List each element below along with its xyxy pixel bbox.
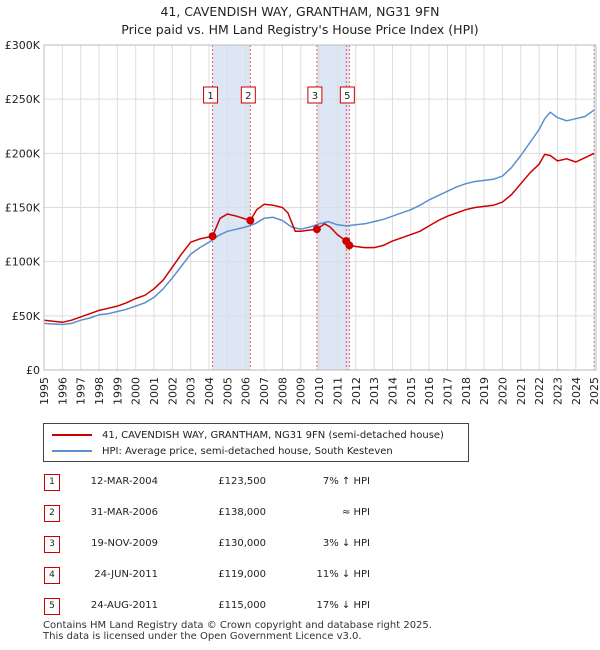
sale-price: £130,000 [218, 538, 266, 549]
sale-hpi-comparison: 3% ↓ HPI [322, 538, 370, 549]
y-tick-label: £150K [5, 202, 41, 215]
sale-marker-5 [345, 241, 354, 250]
legend-label-hpi: HPI: Average price, semi-detached house,… [102, 445, 393, 457]
x-tick-label: 2024 [570, 377, 583, 405]
sale-box-3 [307, 86, 323, 104]
legend-item-hpi: HPI: Average price, semi-detached house,… [52, 443, 393, 459]
x-tick-label: 2001 [148, 377, 161, 405]
x-tick-label: 2015 [405, 377, 418, 405]
sale-box-label: 5 [344, 91, 350, 102]
y-tick-label: £100K [5, 256, 41, 269]
y-tick-label: £200K [5, 147, 41, 160]
sale-number-badge: 4 [44, 567, 60, 584]
sale-box-1 [203, 86, 219, 104]
sale-box-5 [339, 86, 355, 104]
x-tick-label: 2008 [276, 377, 289, 405]
x-tick-label: 2007 [258, 377, 271, 405]
sale-row: 3 19-NOV-2009 £130,000 3% ↓ HPI [0, 534, 600, 556]
sale-date: 31-MAR-2006 [90, 507, 158, 518]
hpi-line [43, 109, 595, 326]
x-tick-label: 2005 [221, 377, 234, 405]
sale-hpi-comparison: ≈ HPI [341, 507, 370, 518]
sale-row: 4 24-JUN-2011 £119,000 11% ↓ HPI [0, 565, 600, 587]
sale-row: 1 12-MAR-2004 £123,500 7% ↑ HPI [0, 472, 600, 494]
x-tick-label: 2004 [203, 377, 216, 405]
plot-frame [43, 44, 597, 371]
sale-marker-3 [312, 225, 321, 234]
legend-label-property: 41, CAVENDISH WAY, GRANTHAM, NG31 9FN (s… [102, 429, 444, 441]
x-tick-label: 2011 [331, 377, 344, 405]
sale-row: 2 31-MAR-2006 £138,000 ≈ HPI [0, 503, 600, 525]
chart-title: 41, CAVENDISH WAY, GRANTHAM, NG31 9FN Pr… [0, 3, 600, 39]
property-price-line [43, 152, 595, 324]
sale-number-badge: 1 [44, 474, 60, 491]
x-tick-label: 2022 [533, 377, 546, 405]
x-tick-label: 2010 [313, 377, 326, 405]
sale-box-label: 2 [245, 91, 251, 102]
x-tick-label: 1997 [75, 377, 88, 405]
chart-legend: 41, CAVENDISH WAY, GRANTHAM, NG31 9FN (s… [43, 423, 469, 462]
x-tick-label: 2012 [350, 377, 363, 405]
x-tick-label: 1995 [38, 377, 51, 405]
x-tick-label: 2003 [185, 377, 198, 405]
x-tick-label: 2020 [496, 377, 509, 405]
sale-date: 19-NOV-2009 [91, 538, 158, 549]
sale-price: £119,000 [218, 569, 266, 580]
x-tick-label: 2000 [130, 377, 143, 405]
x-tick-label: 2021 [515, 377, 528, 405]
x-tick-label: 2023 [551, 377, 564, 405]
x-tick-label: 2006 [240, 377, 253, 405]
x-tick-label: 2019 [478, 377, 491, 405]
x-tick-label: 1999 [111, 377, 124, 405]
sale-price: £138,000 [218, 507, 266, 518]
sale-date: 24-AUG-2011 [90, 600, 158, 611]
legend-swatch-hpi [52, 450, 92, 452]
x-tick-label: 1998 [93, 377, 106, 405]
x-tick-label: 2025 [588, 377, 600, 405]
price-chart: 1 2 3 5 £0 £50K £100K £150K £200K £250K £300K 1995… [5, 39, 600, 405]
y-tick-label: £50K [12, 310, 41, 323]
title-line-2: Price paid vs. HM Land Registry's House … [121, 22, 479, 37]
footer-attribution: Contains HM Land Registry data © Crown c… [43, 620, 432, 642]
x-tick-label: 2009 [295, 377, 308, 405]
sale-box-label: 1 [207, 91, 213, 102]
y-tick-label: £0 [26, 364, 40, 377]
sale-hpi-comparison: 17% ↓ HPI [316, 600, 370, 611]
legend-swatch-property [52, 434, 92, 436]
sale-marker-2 [246, 216, 255, 225]
sale-price: £115,000 [218, 600, 266, 611]
y-tick-label: £250K [5, 93, 41, 106]
sale-price: £123,500 [218, 476, 266, 487]
legend-item-property: 41, CAVENDISH WAY, GRANTHAM, NG31 9FN (s… [52, 427, 444, 443]
title-line-1: 41, CAVENDISH WAY, GRANTHAM, NG31 9FN [160, 4, 440, 19]
sale-hpi-comparison: 7% ↑ HPI [322, 476, 370, 487]
footer-line-2: This data is licensed under the Open Gov… [43, 631, 362, 642]
sale-date: 12-MAR-2004 [90, 476, 158, 487]
footer-line-1: Contains HM Land Registry data © Crown c… [43, 620, 432, 631]
x-tick-label: 2002 [166, 377, 179, 405]
x-tick-label: 2018 [460, 377, 473, 405]
sale-box-label: 3 [312, 91, 318, 102]
x-tick-label: 2017 [441, 377, 454, 405]
sale-marker-1 [208, 232, 217, 241]
y-tick-label: £300K [5, 39, 41, 52]
sale-date: 24-JUN-2011 [94, 569, 158, 580]
sale-box-2 [240, 86, 256, 104]
sale-number-badge: 2 [44, 505, 60, 522]
sale-number-badge: 5 [44, 598, 60, 615]
x-tick-label: 2014 [386, 377, 399, 405]
x-tick-label: 2016 [423, 377, 436, 405]
x-tick-label: 2013 [368, 377, 381, 405]
sale-hpi-comparison: 11% ↓ HPI [316, 569, 370, 580]
sale-number-badge: 3 [44, 536, 60, 553]
x-tick-label: 1996 [56, 377, 69, 405]
sale-row: 5 24-AUG-2011 £115,000 17% ↓ HPI [0, 596, 600, 618]
